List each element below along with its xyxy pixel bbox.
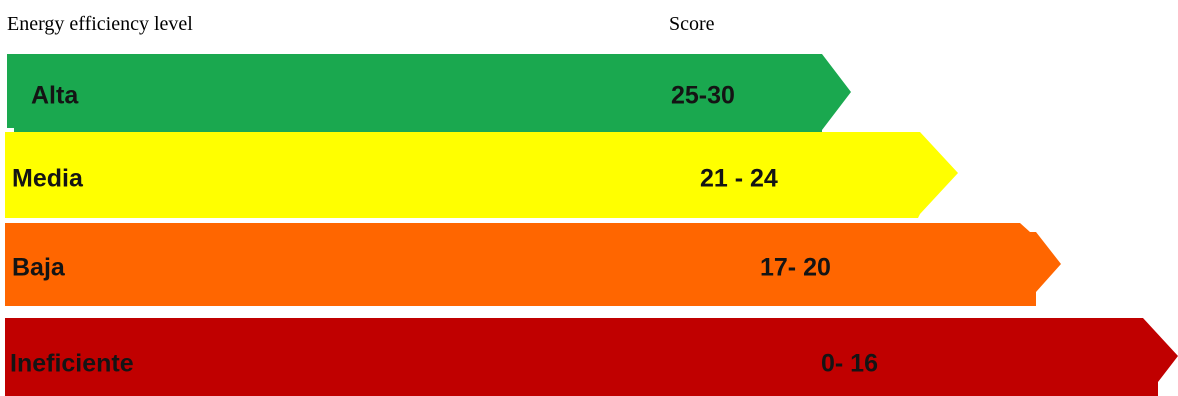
band-score-label: 17- 20 — [760, 253, 831, 282]
band-ineficiente-arrow — [5, 318, 1178, 396]
energy-level-column-header: Energy efficiency level — [7, 13, 193, 35]
band-score-label: 0- 16 — [821, 349, 878, 378]
band-alta-arrow — [7, 54, 851, 132]
band-baja-arrow — [5, 223, 1061, 306]
band-score-label: 21 - 24 — [700, 164, 778, 193]
band-level-label: Ineficiente — [10, 349, 134, 378]
band-ineficiente: Ineficiente 0- 16 — [0, 314, 1178, 396]
band-level-label: Baja — [12, 253, 65, 282]
band-score-label: 25-30 — [671, 81, 735, 110]
band-media-arrow — [5, 132, 958, 218]
band-level-label: Alta — [31, 81, 79, 110]
band-level-label: Media — [12, 164, 83, 193]
band-media: Media 21 - 24 — [0, 132, 970, 220]
band-baja: Baja 17- 20 — [0, 220, 1070, 310]
score-column-header: Score — [669, 13, 715, 35]
band-alta: Alta 25-30 — [0, 52, 860, 132]
